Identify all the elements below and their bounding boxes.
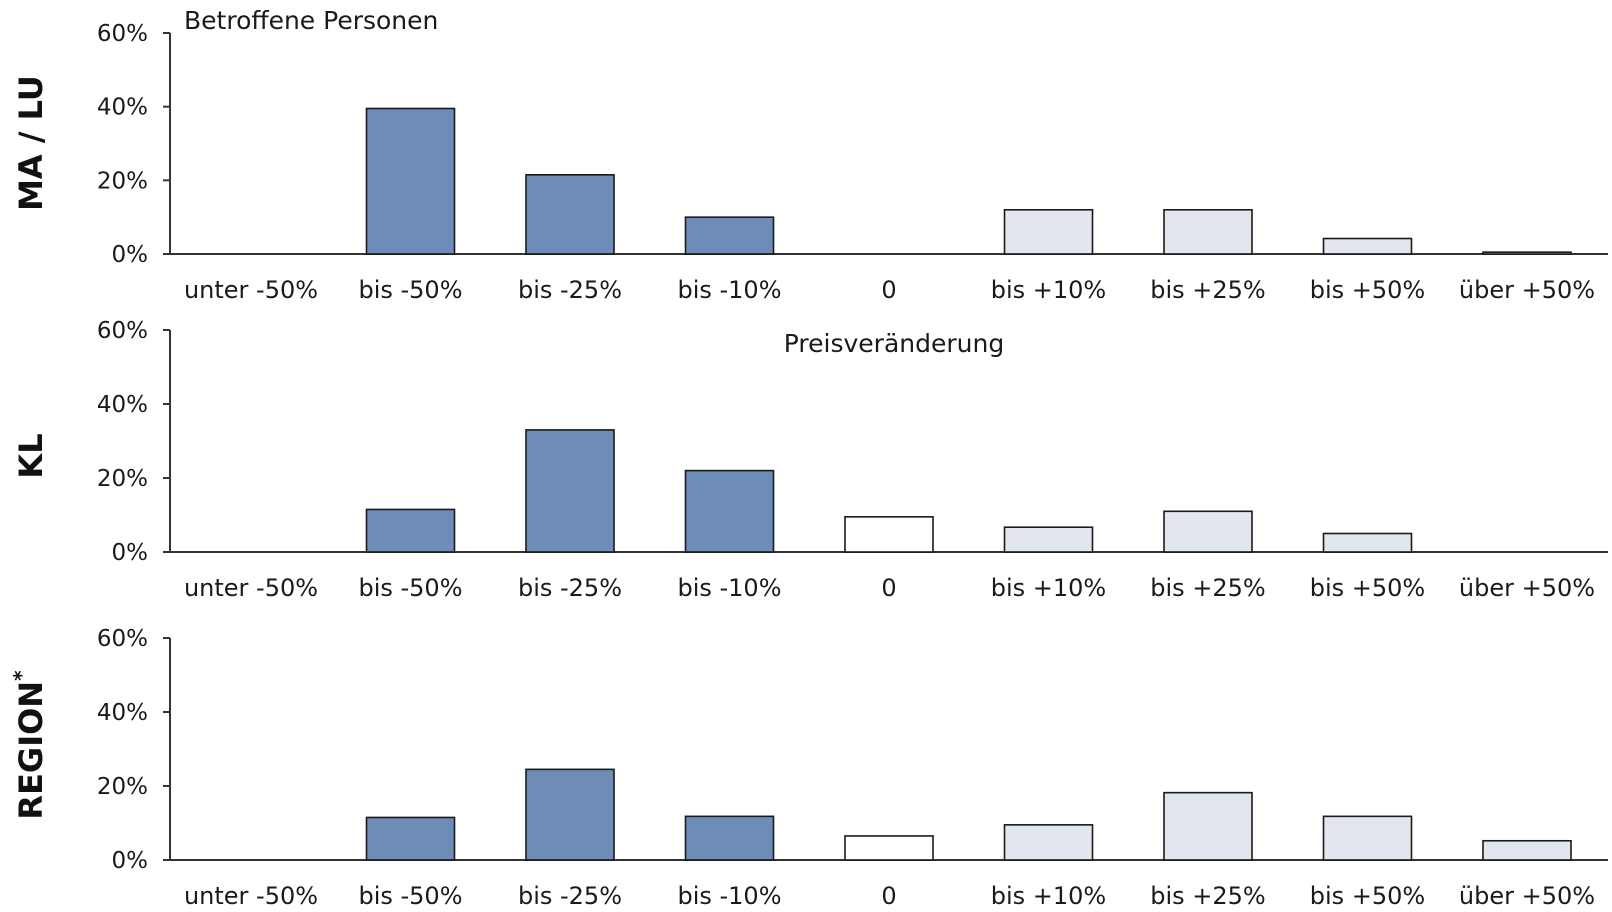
y-tick-label: 60% [97,21,148,47]
x-tick-label: 0 [881,574,896,602]
bar [525,768,615,861]
bar [684,815,775,861]
bar [1163,791,1253,861]
y-tick-label: 0% [112,848,149,874]
bar [365,816,456,861]
y-tick-label: 60% [97,318,148,344]
x-tick-label: unter -50% [184,276,318,304]
bar [365,508,456,553]
x-tick-label: bis +50% [1310,882,1426,910]
x-tick-label: bis -50% [358,882,462,910]
x-tick-label: bis -10% [677,276,781,304]
x-tick-label: bis +10% [991,882,1107,910]
panel-0: 0% 20% 40% 60% unter -50% bis -50% bis -25% bis… [12,21,1608,304]
bar [844,835,934,861]
series-label: KL [12,433,50,478]
series-label: MA / LU [12,75,50,211]
x-tick-label: bis +25% [1150,574,1266,602]
y-tick-label: 20% [97,168,148,194]
x-axis-label: Preisveränderung [784,329,1004,358]
y-tick-label: 20% [97,774,148,800]
x-tick-label: bis +10% [991,276,1107,304]
x-tick-label: bis -10% [677,574,781,602]
x-tick-label: 0 [881,882,896,910]
y-tick-label: 20% [97,466,148,492]
x-tick-label: bis +50% [1310,276,1426,304]
bar [365,107,456,255]
x-tick-label: bis +25% [1150,882,1266,910]
x-tick-label: bis -10% [677,882,781,910]
x-tick-label: bis +50% [1310,574,1426,602]
bar [525,429,615,553]
y-tick-label: 40% [97,95,148,121]
bar [684,469,775,553]
x-tick-label: 0 [881,276,896,304]
bar [1163,510,1253,553]
x-tick-label: bis +10% [991,574,1107,602]
bar [1322,237,1413,255]
panel-2: 0% 20% 40% 60% unter -50% bis -50% bis -25% bis… [9,626,1608,910]
bar [1322,532,1413,553]
chart-title: Betroffene Personen [184,6,438,35]
bar [1482,251,1572,255]
bar [844,516,934,553]
bar [684,216,775,255]
y-tick-label: 60% [97,626,148,652]
x-tick-label: bis -25% [518,276,622,304]
y-tick-label: 40% [97,700,148,726]
x-tick-label: bis -25% [518,574,622,602]
x-tick-label: bis -25% [518,882,622,910]
panel-1: 0% 20% 40% 60% unter -50% bis -50% bis -25% bis… [12,318,1608,602]
y-tick-label: 40% [97,392,148,418]
bar [1003,209,1094,255]
bar [525,174,615,255]
x-tick-label: bis -50% [358,276,462,304]
x-tick-label: bis +25% [1150,276,1266,304]
bar [1003,526,1094,553]
x-tick-label: bis -50% [358,574,462,602]
bar [1003,824,1094,861]
bar [1163,209,1253,255]
x-tick-label: über +50% [1459,574,1595,602]
y-tick-label: 0% [112,540,149,566]
x-tick-label: über +50% [1459,276,1595,304]
bar [1322,815,1413,861]
x-tick-label: unter -50% [184,882,318,910]
series-label: REGION* [9,670,50,820]
x-tick-label: über +50% [1459,882,1595,910]
x-tick-label: unter -50% [184,574,318,602]
y-tick-label: 0% [112,242,149,268]
bar [1482,839,1572,861]
